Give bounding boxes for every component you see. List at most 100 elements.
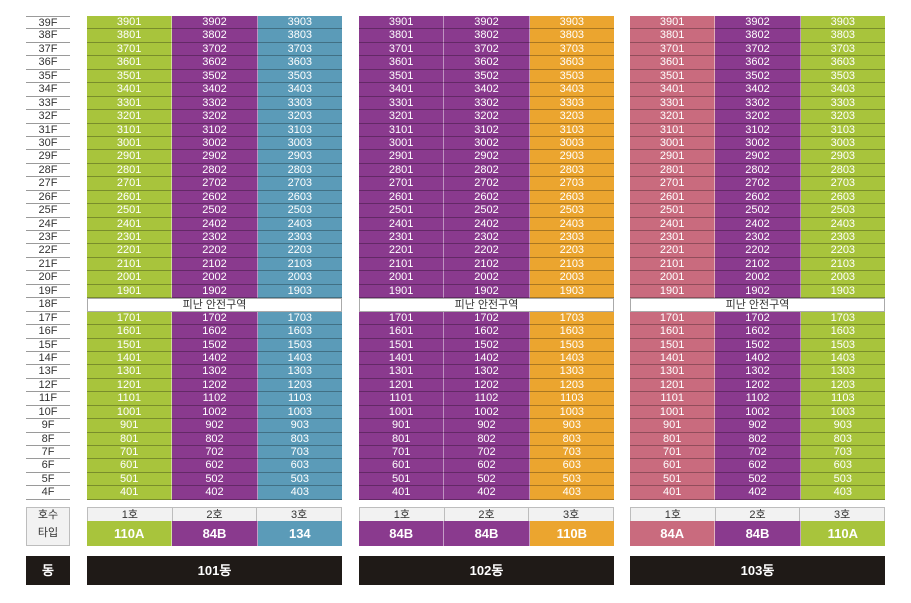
unit-cell[interactable]: 3903 [800,16,885,30]
unit-cell[interactable]: 2201 [87,244,173,258]
unit-cell[interactable]: 1901 [630,284,716,299]
unit-cell[interactable]: 702 [172,446,258,460]
unit-cell[interactable]: 3403 [529,83,614,97]
unit-cell[interactable]: 2502 [172,204,258,218]
unit-cell[interactable]: 1001 [630,405,716,420]
unit-cell[interactable]: 901 [359,419,445,433]
unit-cell[interactable]: 2703 [257,177,342,191]
unit-cell[interactable]: 3602 [172,56,258,70]
unit-cell[interactable]: 3303 [257,96,342,111]
unit-cell[interactable]: 1502 [444,338,530,352]
unit-cell[interactable]: 3702 [444,42,530,57]
unit-cell[interactable]: 901 [87,419,173,433]
unit-cell[interactable]: 1402 [172,351,258,366]
unit-cell[interactable]: 1501 [630,338,716,352]
unit-cell[interactable]: 2802 [172,163,258,178]
unit-cell[interactable]: 1901 [359,284,445,299]
unit-cell[interactable]: 603 [529,459,614,473]
unit-cell[interactable]: 3402 [172,83,258,97]
unit-cell[interactable]: 1201 [87,378,173,393]
unit-cell[interactable]: 402 [172,486,258,500]
unit-cell[interactable]: 1902 [172,284,258,299]
unit-cell[interactable]: 501 [630,472,716,487]
unit-cell[interactable]: 3901 [87,16,173,30]
unit-cell[interactable]: 1402 [715,351,801,366]
unit-cell[interactable]: 2203 [257,244,342,258]
unit-cell[interactable]: 1001 [87,405,173,420]
unit-cell[interactable]: 1403 [529,351,614,366]
unit-cell[interactable]: 903 [800,419,885,433]
unit-cell[interactable]: 1303 [529,365,614,379]
unit-cell[interactable]: 1701 [359,311,445,326]
unit-cell[interactable]: 802 [715,432,801,446]
unit-cell[interactable]: 1702 [715,311,801,326]
unit-cell[interactable]: 2801 [630,163,716,178]
unit-cell[interactable]: 3802 [444,29,530,43]
unit-cell[interactable]: 2001 [630,271,716,285]
unit-cell[interactable]: 2502 [715,204,801,218]
unit-cell[interactable]: 1203 [529,378,614,393]
unit-cell[interactable]: 2302 [172,231,258,245]
unit-cell[interactable]: 3001 [87,136,173,151]
unit-cell[interactable]: 2602 [172,190,258,205]
unit-cell[interactable]: 3902 [172,16,258,30]
unit-cell[interactable]: 2902 [715,150,801,164]
unit-cell[interactable]: 2601 [630,190,716,205]
unit-cell[interactable]: 2103 [529,257,614,272]
unit-cell[interactable]: 602 [715,459,801,473]
unit-cell[interactable]: 1601 [630,325,716,339]
unit-cell[interactable]: 1303 [800,365,885,379]
unit-cell[interactable]: 1701 [87,311,173,326]
unit-cell[interactable]: 1003 [257,405,342,420]
unit-cell[interactable]: 3302 [715,96,801,111]
unit-cell[interactable]: 2801 [359,163,445,178]
unit-cell[interactable]: 3501 [630,69,716,84]
unit-cell[interactable]: 3902 [444,16,530,30]
unit-cell[interactable]: 2403 [257,217,342,231]
unit-cell[interactable]: 1301 [630,365,716,379]
unit-cell[interactable]: 2903 [529,150,614,164]
unit-cell[interactable]: 3801 [87,29,173,43]
unit-cell[interactable]: 3801 [630,29,716,43]
unit-cell[interactable]: 1301 [87,365,173,379]
unit-cell[interactable]: 1703 [529,311,614,326]
unit-cell[interactable]: 801 [359,432,445,446]
unit-cell[interactable]: 903 [529,419,614,433]
unit-cell[interactable]: 2202 [715,244,801,258]
unit-cell[interactable]: 3303 [800,96,885,111]
unit-cell[interactable]: 1902 [715,284,801,299]
unit-cell[interactable]: 502 [172,472,258,487]
unit-cell[interactable]: 3102 [444,123,530,137]
unit-cell[interactable]: 2202 [172,244,258,258]
unit-cell[interactable]: 3103 [529,123,614,137]
unit-cell[interactable]: 1503 [800,338,885,352]
unit-cell[interactable]: 2303 [529,231,614,245]
unit-cell[interactable]: 3203 [257,110,342,124]
unit-cell[interactable]: 2803 [529,163,614,178]
unit-cell[interactable]: 3501 [359,69,445,84]
unit-cell[interactable]: 2301 [630,231,716,245]
unit-cell[interactable]: 3903 [529,16,614,30]
unit-cell[interactable]: 1102 [172,392,258,406]
unit-cell[interactable]: 3301 [630,96,716,111]
unit-cell[interactable]: 2103 [257,257,342,272]
unit-cell[interactable]: 3501 [87,69,173,84]
unit-cell[interactable]: 2803 [257,163,342,178]
unit-cell[interactable]: 3701 [87,42,173,57]
unit-cell[interactable]: 1103 [529,392,614,406]
unit-cell[interactable]: 1601 [87,325,173,339]
unit-cell[interactable]: 1202 [715,378,801,393]
unit-cell[interactable]: 2601 [359,190,445,205]
unit-cell[interactable]: 2402 [444,217,530,231]
unit-cell[interactable]: 3103 [800,123,885,137]
unit-cell[interactable]: 1401 [87,351,173,366]
unit-cell[interactable]: 3401 [630,83,716,97]
unit-cell[interactable]: 1201 [630,378,716,393]
unit-cell[interactable]: 2501 [359,204,445,218]
unit-cell[interactable]: 803 [529,432,614,446]
unit-cell[interactable]: 1703 [257,311,342,326]
unit-cell[interactable]: 3902 [715,16,801,30]
unit-cell[interactable]: 601 [630,459,716,473]
unit-cell[interactable]: 1502 [715,338,801,352]
unit-cell[interactable]: 2701 [630,177,716,191]
